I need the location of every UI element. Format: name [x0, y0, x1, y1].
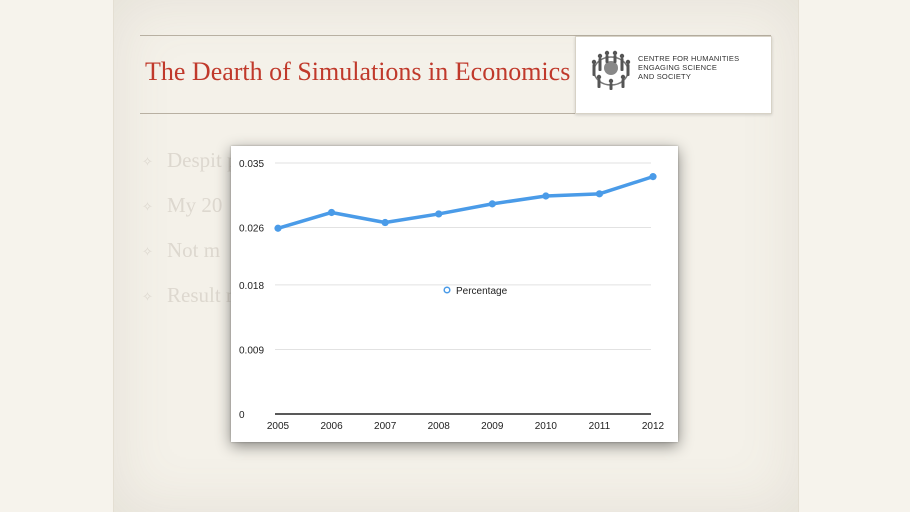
- bullet-text: Not m: [167, 238, 221, 262]
- chart-series: [274, 173, 657, 232]
- bullet-diamond-icon: ✧: [142, 154, 153, 169]
- y-axis-ticks: 0 0.009 0.018 0.026 0.035: [239, 159, 264, 421]
- bullet-text: My 20: [167, 193, 223, 217]
- x-tick-label: 2009: [481, 421, 504, 432]
- data-point: [488, 200, 496, 208]
- people-circle-logo-icon: [591, 50, 631, 90]
- legend-label: Percentage: [456, 286, 508, 297]
- data-point: [435, 210, 443, 218]
- data-point: [381, 218, 389, 227]
- bullet-diamond-icon: ✧: [142, 199, 153, 214]
- data-point: [274, 224, 282, 232]
- series-line: [276, 174, 655, 231]
- x-tick-label: 2012: [642, 421, 665, 432]
- x-tick-label: 2005: [267, 421, 290, 432]
- x-tick-label: 2006: [320, 421, 343, 432]
- y-tick-label: 0.018: [239, 281, 264, 292]
- bullet-diamond-icon: ✧: [142, 289, 153, 304]
- x-tick-label: 2008: [428, 421, 451, 432]
- logo-text: CENTRE FOR HUMANITIES ENGAGING SCIENCE A…: [638, 54, 758, 81]
- data-point: [649, 173, 657, 181]
- legend-marker: [443, 286, 451, 294]
- x-tick-label: 2007: [374, 421, 397, 432]
- data-point: [327, 208, 336, 217]
- title-rule-top: [140, 35, 771, 36]
- title-rule-bottom: [140, 113, 771, 114]
- x-tick-label: 2011: [589, 421, 611, 432]
- chart-legend: Percentage: [443, 286, 508, 297]
- slide-title: The Dearth of Simulations in Economics: [145, 57, 571, 86]
- bullet-item: ✧ My 20: [140, 191, 780, 220]
- x-tick-label: 2010: [535, 421, 558, 432]
- y-tick-label: 0: [239, 410, 245, 421]
- x-axis-ticks: 2005 2006 2007 2008 2009 2010 2011 2012: [267, 421, 665, 432]
- chess-logo: CENTRE FOR HUMANITIES ENGAGING SCIENCE A…: [575, 36, 772, 114]
- y-tick-label: 0.026: [239, 224, 264, 235]
- chart-card: 0 0.009 0.018 0.026 0.035 2005 2006 2007 2008 20…: [231, 146, 678, 442]
- logo-text-line2: ENGAGING SCIENCE: [638, 63, 718, 72]
- y-tick-label: 0.035: [239, 159, 264, 170]
- data-point: [542, 192, 550, 200]
- bullet-diamond-icon: ✧: [142, 244, 153, 259]
- logo-text-line3: AND SOCIETY: [638, 72, 692, 81]
- y-tick-label: 0.009: [239, 345, 264, 356]
- bullet-item: ✧ Not m: [140, 236, 780, 265]
- chart-gridlines: [275, 162, 651, 350]
- data-point: [595, 190, 604, 198]
- logo-text-line1: CENTRE FOR HUMANITIES: [638, 54, 740, 63]
